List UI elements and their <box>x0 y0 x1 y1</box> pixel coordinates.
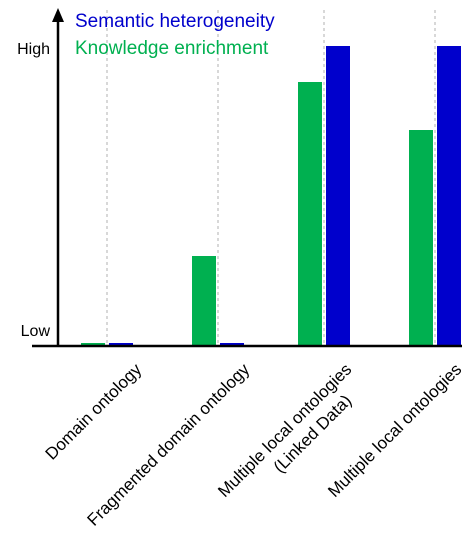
y-tick-label-high: High <box>17 41 50 58</box>
bars <box>81 46 461 346</box>
legend: Semantic heterogeneity Knowledge enrichm… <box>75 11 275 59</box>
axes: High Low <box>17 8 462 348</box>
x-tick-label: Domain ontology <box>42 360 146 464</box>
bar-semantic-heterogeneity <box>326 46 350 346</box>
legend-entry-semantic-heterogeneity: Semantic heterogeneity <box>75 11 275 32</box>
bar-semantic-heterogeneity <box>220 343 244 346</box>
y-axis-arrowhead <box>52 8 64 22</box>
bar-semantic-heterogeneity <box>437 46 461 346</box>
legend-entry-knowledge-enrichment: Knowledge enrichment <box>75 38 269 59</box>
y-tick-label-low: Low <box>21 323 51 340</box>
bar-knowledge-enrichment <box>192 256 216 346</box>
bar-semantic-heterogeneity <box>109 343 133 346</box>
grid-lines <box>106 10 436 346</box>
bar-knowledge-enrichment <box>409 130 433 346</box>
bar-knowledge-enrichment <box>298 82 322 346</box>
bar-knowledge-enrichment <box>81 343 105 346</box>
